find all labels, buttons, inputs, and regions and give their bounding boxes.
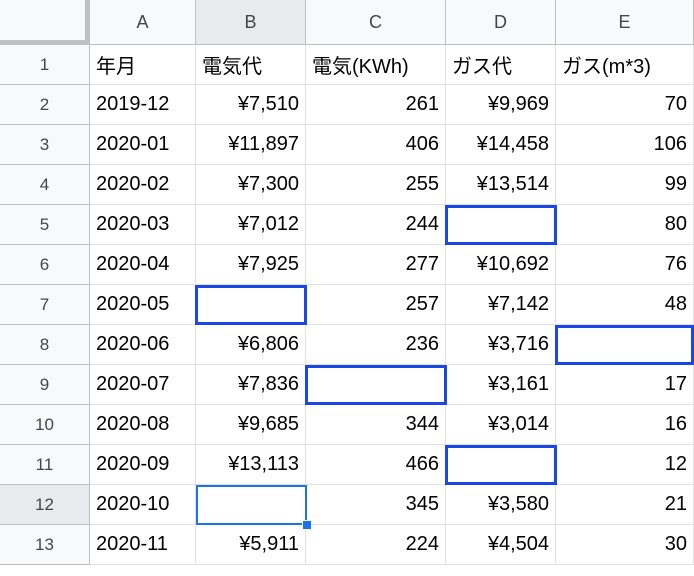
cell-c10[interactable]: 344	[306, 405, 446, 445]
cell-a10[interactable]: 2020-08	[90, 405, 196, 445]
cell-d10[interactable]: ¥3,014	[446, 405, 556, 445]
cell-b5[interactable]: ¥7,012	[196, 205, 306, 245]
cell-b13[interactable]: ¥5,911	[196, 525, 306, 565]
row-header-11[interactable]: 11	[0, 445, 90, 485]
cell-d8[interactable]: ¥3,716	[446, 325, 556, 365]
cell-d7[interactable]: ¥7,142	[446, 285, 556, 325]
cell-e3[interactable]: 106	[556, 125, 694, 165]
cell-e10[interactable]: 16	[556, 405, 694, 445]
select-all-corner[interactable]	[0, 0, 90, 45]
frozen-column-handle[interactable]	[85, 0, 89, 45]
cell-d13[interactable]: ¥4,504	[446, 525, 556, 565]
cell-c11[interactable]: 466	[306, 445, 446, 485]
row-header-2[interactable]: 2	[0, 85, 90, 125]
column-header-b[interactable]: B	[196, 0, 306, 45]
column-header-e[interactable]: E	[556, 0, 694, 45]
cell-a5[interactable]: 2020-03	[90, 205, 196, 245]
row-header-12[interactable]: 12	[0, 485, 90, 525]
column-header-c[interactable]: C	[306, 0, 446, 45]
row-header-4[interactable]: 4	[0, 165, 90, 205]
cell-b9[interactable]: ¥7,836	[196, 365, 306, 405]
row-header-6[interactable]: 6	[0, 245, 90, 285]
cell-a2[interactable]: 2019-12	[90, 85, 196, 125]
cell-e2[interactable]: 70	[556, 85, 694, 125]
cell-e1[interactable]: ガス(m*3)	[556, 45, 694, 85]
row-header-13[interactable]: 13	[0, 525, 90, 565]
cell-a3[interactable]: 2020-01	[90, 125, 196, 165]
cell-d3[interactable]: ¥14,458	[446, 125, 556, 165]
row-header-1[interactable]: 1	[0, 45, 90, 85]
cell-b1[interactable]: 電気代	[196, 45, 306, 85]
column-header-a[interactable]: A	[90, 0, 196, 45]
cell-a13[interactable]: 2020-11	[90, 525, 196, 565]
cell-a11[interactable]: 2020-09	[90, 445, 196, 485]
cell-c5[interactable]: 244	[306, 205, 446, 245]
empty-cell-highlight-d5	[445, 205, 557, 245]
row-header-10[interactable]: 10	[0, 405, 90, 445]
row-header-8[interactable]: 8	[0, 325, 90, 365]
cell-e4[interactable]: 99	[556, 165, 694, 205]
cell-d2[interactable]: ¥9,969	[446, 85, 556, 125]
cell-b8[interactable]: ¥6,806	[196, 325, 306, 365]
cell-b4[interactable]: ¥7,300	[196, 165, 306, 205]
cell-e11[interactable]: 12	[556, 445, 694, 485]
cell-d4[interactable]: ¥13,514	[446, 165, 556, 205]
empty-cell-highlight-d11	[445, 445, 557, 485]
cell-c2[interactable]: 261	[306, 85, 446, 125]
cell-a8[interactable]: 2020-06	[90, 325, 196, 365]
cell-c8[interactable]: 236	[306, 325, 446, 365]
cell-c7[interactable]: 257	[306, 285, 446, 325]
empty-cell-highlight-c9	[305, 365, 447, 405]
cell-c6[interactable]: 277	[306, 245, 446, 285]
row-header-7[interactable]: 7	[0, 285, 90, 325]
cell-c12[interactable]: 345	[306, 485, 446, 525]
cell-a12[interactable]: 2020-10	[90, 485, 196, 525]
cell-a6[interactable]: 2020-04	[90, 245, 196, 285]
cell-b10[interactable]: ¥9,685	[196, 405, 306, 445]
cell-d1[interactable]: ガス代	[446, 45, 556, 85]
empty-cell-highlight-b7	[195, 285, 307, 325]
active-cell-selection[interactable]	[196, 485, 307, 525]
cell-e6[interactable]: 76	[556, 245, 694, 285]
cell-e12[interactable]: 21	[556, 485, 694, 525]
cell-a1[interactable]: 年月	[90, 45, 196, 85]
row-header-3[interactable]: 3	[0, 125, 90, 165]
cell-c3[interactable]: 406	[306, 125, 446, 165]
cell-b3[interactable]: ¥11,897	[196, 125, 306, 165]
cell-e7[interactable]: 48	[556, 285, 694, 325]
frozen-row-handle[interactable]	[0, 40, 90, 44]
column-header-d[interactable]: D	[446, 0, 556, 45]
cell-c13[interactable]: 224	[306, 525, 446, 565]
cell-a4[interactable]: 2020-02	[90, 165, 196, 205]
cell-b11[interactable]: ¥13,113	[196, 445, 306, 485]
cell-b2[interactable]: ¥7,510	[196, 85, 306, 125]
cell-c4[interactable]: 255	[306, 165, 446, 205]
cell-c1[interactable]: 電気(KWh)	[306, 45, 446, 85]
cell-d12[interactable]: ¥3,580	[446, 485, 556, 525]
cell-b6[interactable]: ¥7,925	[196, 245, 306, 285]
row-header-5[interactable]: 5	[0, 205, 90, 245]
cell-a9[interactable]: 2020-07	[90, 365, 196, 405]
fill-handle[interactable]	[302, 520, 312, 530]
cell-e9[interactable]: 17	[556, 365, 694, 405]
empty-cell-highlight-e8	[555, 325, 694, 365]
row-header-9[interactable]: 9	[0, 365, 90, 405]
cell-e5[interactable]: 80	[556, 205, 694, 245]
cell-a7[interactable]: 2020-05	[90, 285, 196, 325]
cell-e13[interactable]: 30	[556, 525, 694, 565]
cell-d9[interactable]: ¥3,161	[446, 365, 556, 405]
cell-d6[interactable]: ¥10,692	[446, 245, 556, 285]
